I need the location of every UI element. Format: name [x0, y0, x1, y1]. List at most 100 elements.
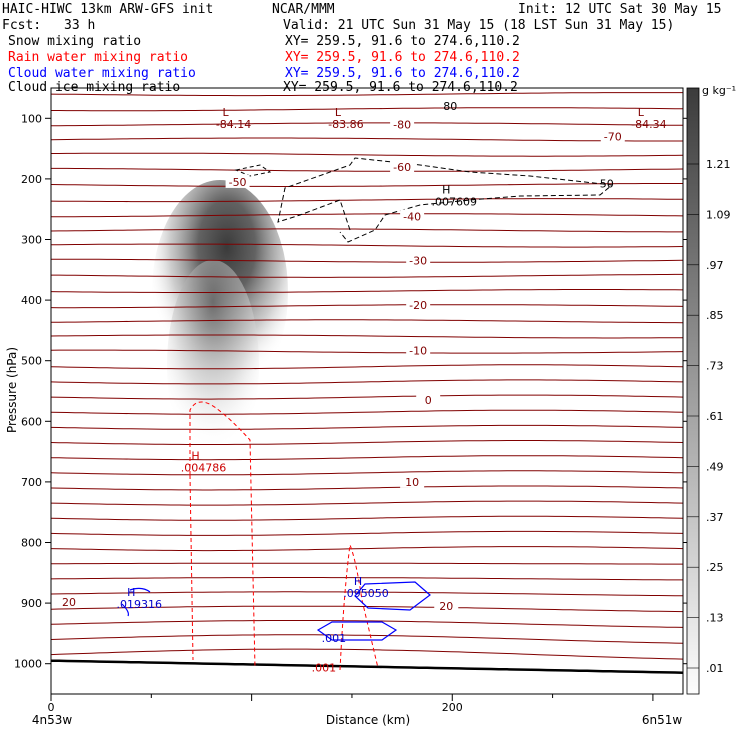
temperature-contour-line [51, 92, 683, 97]
contour-label-bg [400, 474, 425, 488]
rain-contour [189, 401, 256, 669]
temperature-contour-line [51, 648, 683, 660]
x-tick-label: 0 [48, 701, 55, 714]
shading-layer [152, 180, 288, 470]
cloud-water-contour [121, 587, 151, 617]
colorbar-gradient [686, 87, 700, 695]
temperature-contour-line [51, 289, 683, 293]
temperature-contour-line [51, 515, 683, 521]
temperature-contour-label: -70 [604, 130, 622, 143]
snow-shading-lower [167, 260, 259, 470]
extremum-low-marker: L [638, 106, 645, 119]
y-tick-label: 800 [21, 537, 42, 550]
contour-label-bg [390, 117, 415, 131]
temperature-contour-label: -80 [393, 118, 411, 131]
y-tick-label: 300 [21, 234, 42, 247]
y-tick-label: 500 [21, 355, 42, 368]
temperature-contour-line [51, 304, 683, 309]
temperature-contour-line [51, 409, 683, 415]
mixing-ratio-contour-label: 50 [600, 178, 614, 191]
plot-frame [50, 87, 684, 695]
contour-label-bg [416, 393, 441, 407]
contour-label-bg [57, 594, 82, 608]
contour-label-bg [434, 599, 459, 613]
temperature-contour-line [51, 243, 683, 248]
temperature-contour-line [51, 546, 683, 552]
field-cloudwater-name: Cloud water mixing ratio [8, 66, 196, 81]
temperature-contour-line [51, 485, 683, 491]
temperature-contour-line [51, 440, 683, 445]
contour-label-bg [400, 209, 425, 223]
colorbar-level-label: 1.09 [706, 208, 731, 221]
rain-contour [189, 474, 194, 661]
temperature-contour-line [51, 137, 683, 142]
contour-label-bg [406, 343, 431, 357]
temperature-contour-line [51, 364, 683, 370]
valid-time: Valid: 21 UTC Sun 31 May 15 (18 LST Sun … [283, 18, 675, 33]
temperature-contour-line [51, 577, 683, 581]
temperature-contour-label: 0 [425, 394, 432, 407]
temperature-contour-line [51, 167, 683, 172]
contour-label-bg [600, 129, 625, 143]
y-axis-title: Pressure (hPa) [5, 347, 19, 433]
y-tick-label: 200 [21, 173, 42, 186]
temperature-contour-line [51, 198, 683, 203]
extremum-high-marker: H [127, 586, 135, 599]
field-cloudwater-xy: XY= 259.5, 91.6 to 274.6,110.2 [285, 66, 520, 81]
colorbar-level-label: .25 [706, 561, 724, 574]
temperature-contour-label: -10 [409, 344, 427, 357]
temperature-contour-label: -30 [409, 255, 427, 268]
temperature-contour-line [51, 562, 683, 565]
colorbar-level-label: .73 [706, 360, 724, 373]
mixing-ratio-contour-label: 80 [443, 100, 457, 113]
contour-label-bg [406, 253, 431, 267]
temperature-contour-line [51, 122, 683, 127]
temperature-contour-line [51, 379, 683, 385]
extremum-high-marker: H [442, 183, 450, 196]
temperature-contour-label: 20 [62, 596, 76, 609]
forecast-hour: 33 h [64, 18, 96, 33]
extremum-value: -84.14 [216, 118, 251, 131]
contour-label-bg [390, 159, 415, 173]
colorbar-level-label: .37 [706, 511, 724, 524]
temperature-contour-line [51, 273, 683, 278]
extremum-value: -84.34 [631, 118, 666, 131]
temperature-contour-line [51, 500, 683, 506]
temperature-contour-line [51, 183, 683, 187]
extremum-value: .007609 [432, 195, 478, 208]
extremum-low-marker: L [335, 106, 342, 119]
mixing-ratio-contours [121, 157, 614, 671]
y-tick-label: 600 [21, 415, 42, 428]
extremum-value: .019316 [117, 598, 163, 611]
colorbar: g kg⁻¹ 1.21 1.09 .97 .85 .73 .61 .49 .37 .25 .13.… [686, 84, 736, 695]
temperature-contour-line [51, 152, 683, 157]
init-time: Init: 12 UTC Sat 30 May 15 [518, 2, 722, 17]
temperature-contour-line [51, 228, 683, 233]
model-title: HAIC-HIWC 13km ARW-GFS init [2, 2, 214, 17]
field-rain-name: Rain water mixing ratio [8, 50, 189, 65]
mixing-ratio-contour-label: .001 [312, 661, 337, 674]
colorbar-level-label: .61 [706, 410, 724, 423]
rain-contour [339, 543, 379, 671]
extremum-value: .004786 [181, 461, 227, 474]
extremum-high-marker: H [191, 449, 199, 462]
temperature-contour-line [51, 319, 683, 324]
field-snow-name: Snow mixing ratio [8, 34, 142, 49]
ice-contour [234, 164, 272, 177]
x-axis: 0 200 [48, 694, 654, 714]
temperature-contour-line [51, 530, 683, 536]
extremum-value: .095050 [343, 587, 389, 600]
temperature-contour-label: -40 [403, 210, 421, 223]
temperature-contour-line [51, 394, 683, 400]
y-tick-label: 1000 [14, 658, 42, 671]
colorbar-level-label: .85 [706, 309, 724, 322]
forecast-label: Fcst: [2, 18, 42, 33]
temperature-contour-line [51, 258, 683, 263]
temperature-contour-label: -50 [229, 176, 247, 189]
ice-contour [277, 157, 614, 243]
temperature-contour-line [51, 470, 683, 476]
y-tick-label: 900 [21, 597, 42, 610]
temperature-contour-line [51, 591, 683, 597]
y-tick-label: 700 [21, 476, 42, 489]
